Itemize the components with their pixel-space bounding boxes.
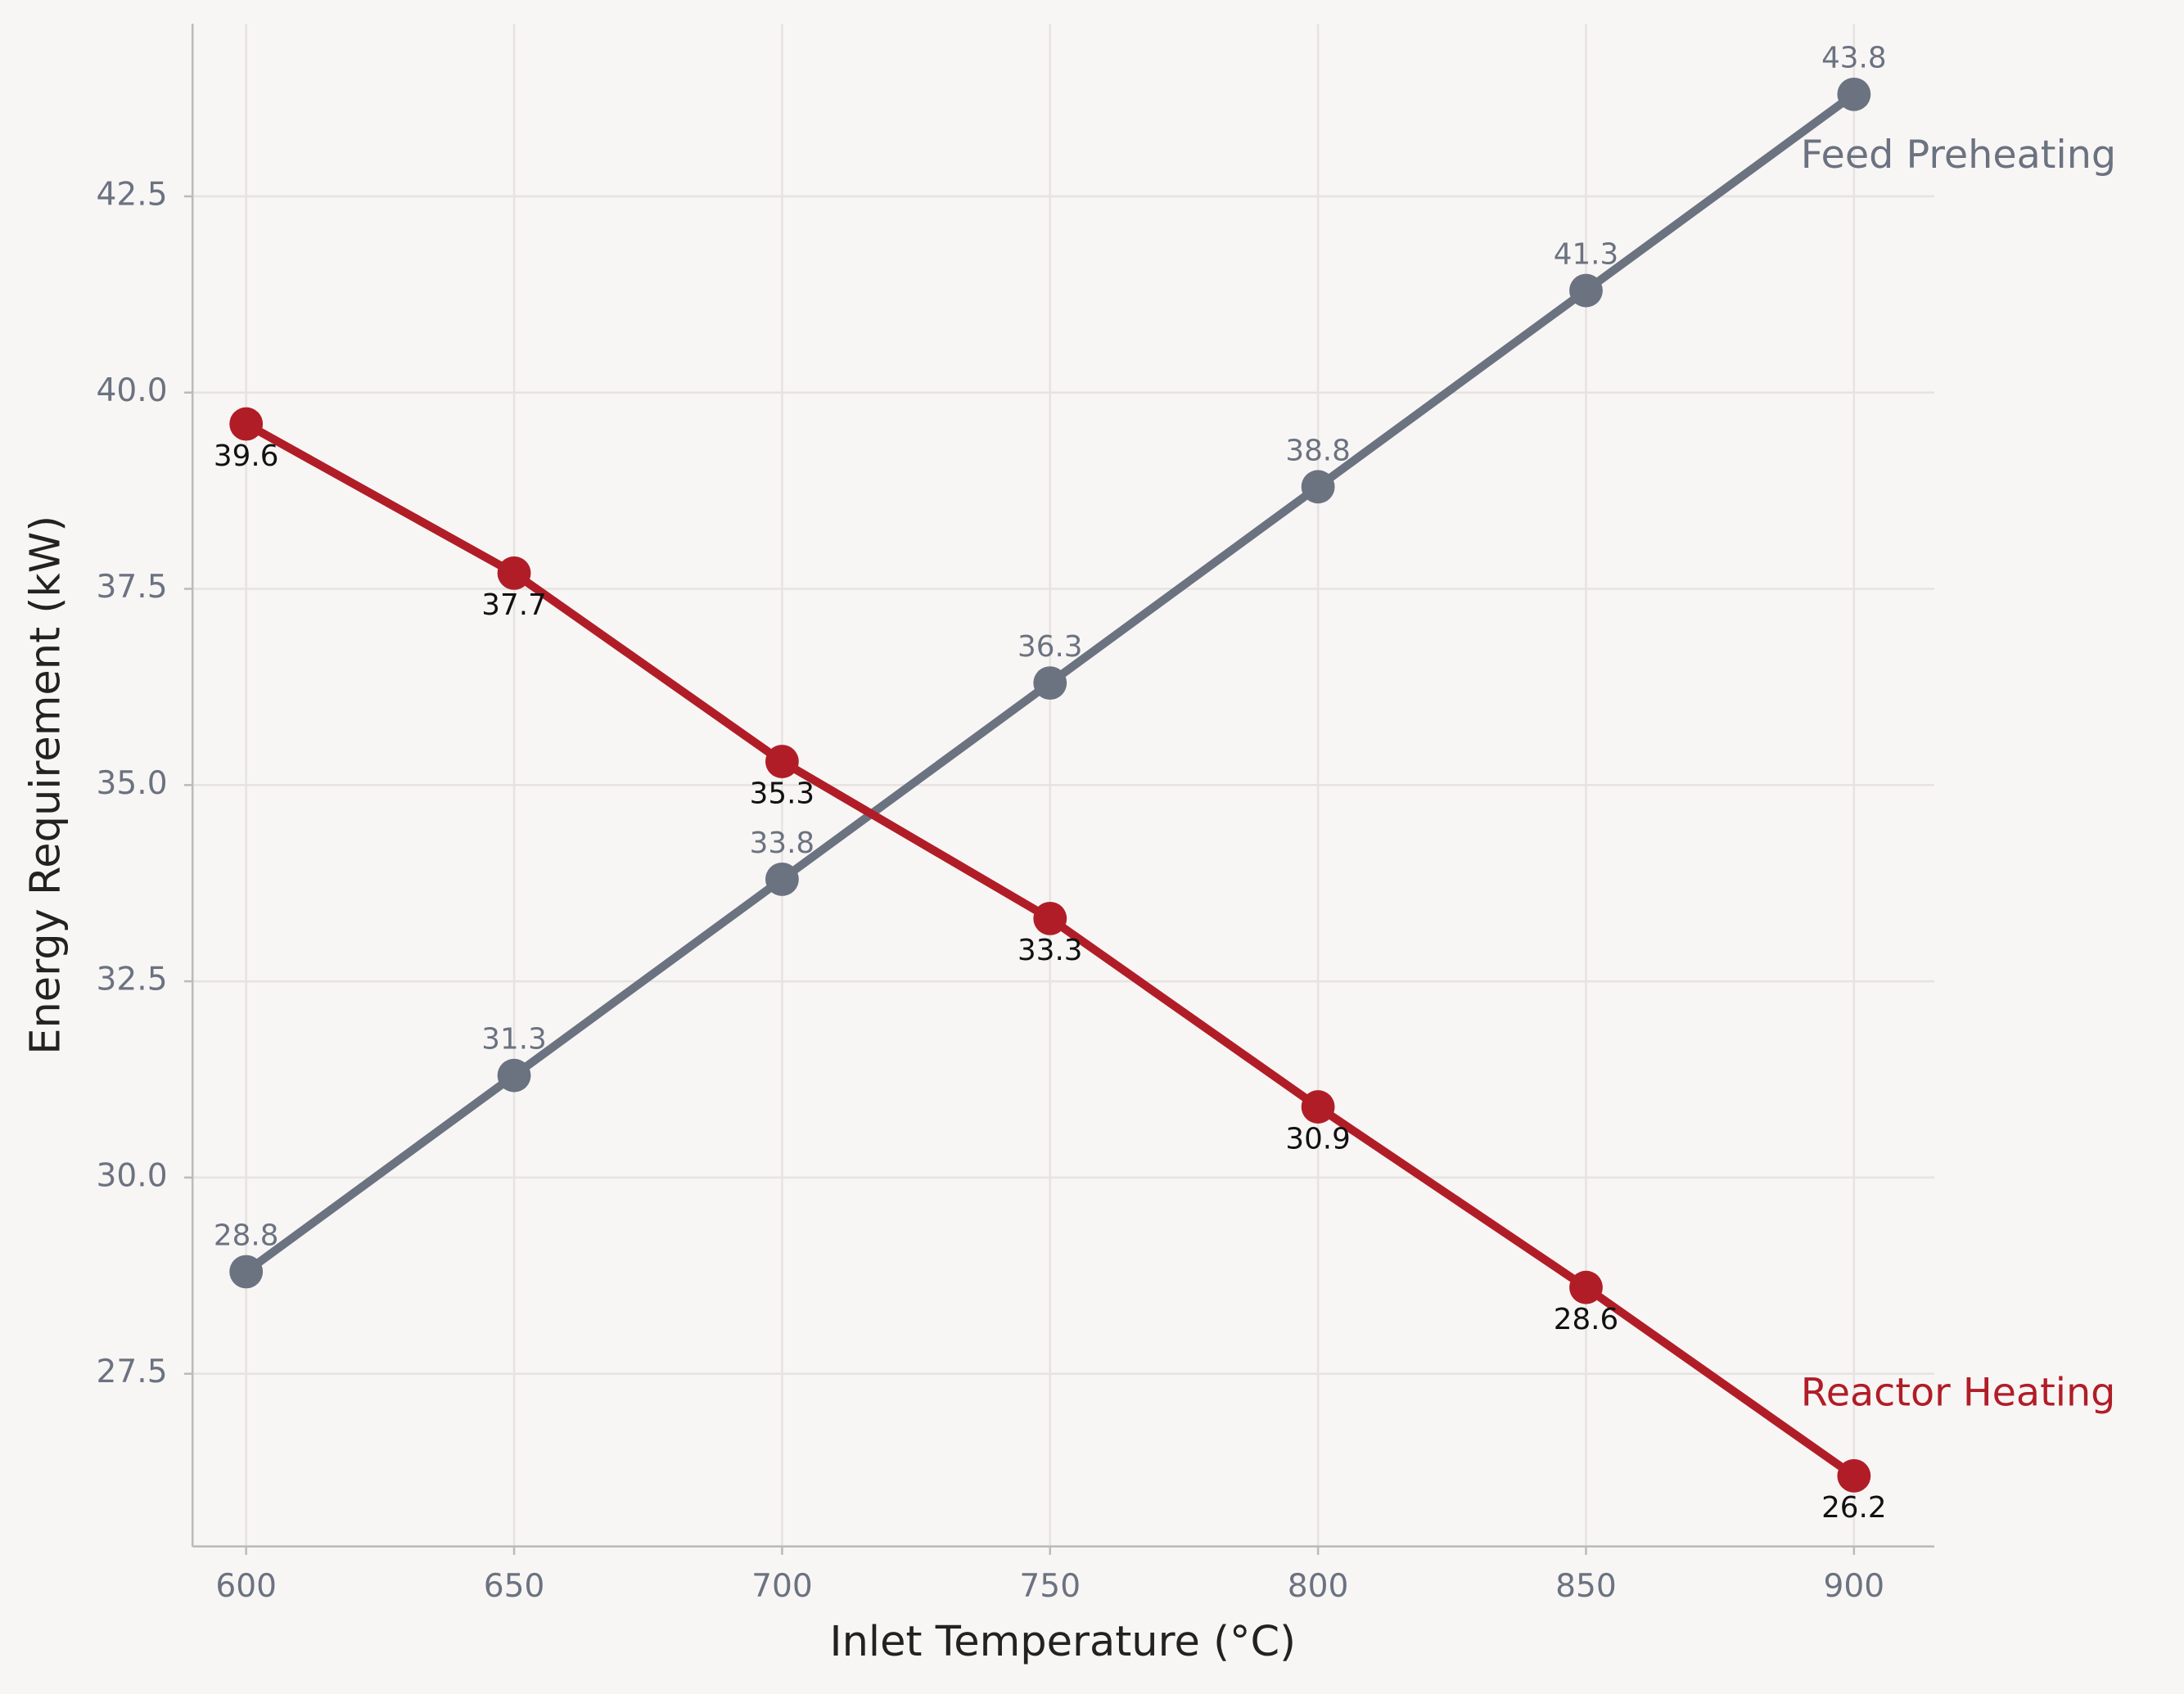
series-label: Feed Preheating	[1801, 133, 2116, 178]
x-tick-label: 800	[1288, 1568, 1349, 1605]
value-label: 33.8	[750, 827, 815, 860]
point	[1837, 77, 1871, 111]
value-label: 31.3	[481, 1023, 547, 1056]
y-tick-label: 42.5	[97, 176, 168, 213]
point	[1301, 470, 1335, 504]
value-label: 26.2	[1821, 1491, 1887, 1525]
value-label: 35.3	[750, 777, 815, 810]
value-label: 37.7	[481, 588, 547, 622]
point	[497, 556, 531, 590]
y-tick-label: 30.0	[97, 1157, 168, 1194]
value-label: 39.6	[214, 439, 279, 473]
point	[1837, 1458, 1871, 1493]
value-label: 30.9	[1285, 1122, 1351, 1156]
y-tick-label: 37.5	[97, 569, 168, 606]
series-label: Reactor Heating	[1801, 1371, 2116, 1416]
point	[1301, 1090, 1335, 1124]
value-label: 38.8	[1285, 434, 1351, 467]
x-axis-label: Inlet Temperature (°C)	[830, 1618, 1296, 1666]
y-axis-label: Energy Requirement (kW)	[21, 516, 70, 1055]
x-tick-label: 600	[215, 1568, 277, 1605]
point	[1569, 273, 1603, 308]
point	[229, 407, 264, 441]
value-label: 28.6	[1554, 1303, 1619, 1336]
value-label: 41.3	[1554, 238, 1619, 272]
point	[1033, 901, 1067, 935]
y-tick-label: 35.0	[97, 765, 168, 802]
value-label: 28.8	[214, 1219, 279, 1252]
point	[765, 745, 799, 778]
y-tick-label: 32.5	[97, 962, 168, 998]
value-label: 33.3	[1018, 934, 1083, 967]
y-tick-label: 27.5	[97, 1354, 168, 1390]
value-label: 36.3	[1018, 630, 1083, 664]
point	[497, 1058, 531, 1093]
value-label: 43.8	[1821, 42, 1887, 75]
point	[229, 1255, 264, 1289]
y-tick-label: 40.0	[97, 372, 168, 409]
x-tick-label: 850	[1555, 1568, 1617, 1605]
x-tick-label: 750	[1019, 1568, 1081, 1605]
x-tick-label: 650	[484, 1568, 545, 1605]
point	[1569, 1270, 1603, 1304]
point	[765, 862, 799, 896]
x-tick-label: 900	[1824, 1568, 1885, 1605]
point	[1033, 666, 1067, 701]
x-tick-label: 700	[751, 1568, 813, 1605]
